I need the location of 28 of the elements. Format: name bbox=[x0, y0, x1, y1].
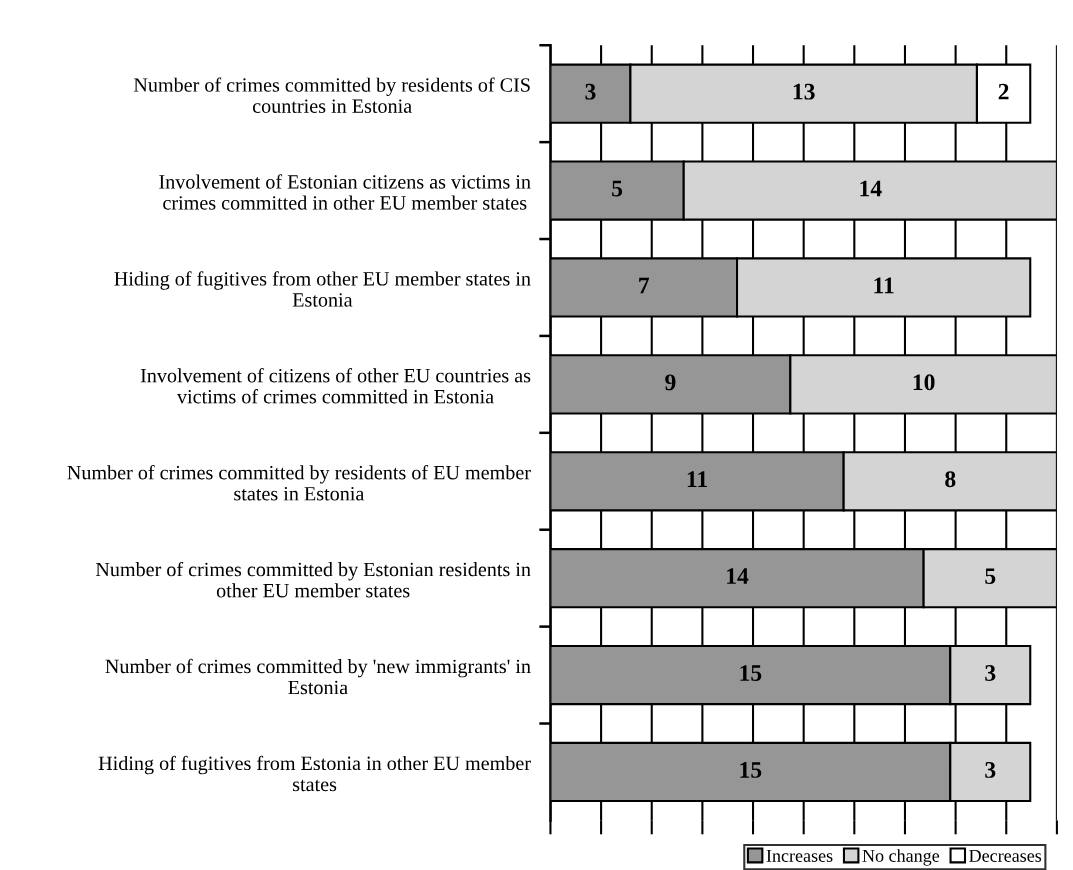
y-tick-label: Number of crimes committed by residents of EU member states in Estonia bbox=[67, 465, 531, 501]
data-label: 14 bbox=[860, 180, 882, 197]
y-tick-label: Number of crimes committed by residents of CIS countries in Estonia bbox=[133, 77, 530, 113]
data-label: 3 bbox=[585, 83, 596, 100]
legend-label: Increases bbox=[766, 849, 833, 862]
data-label: 8 bbox=[945, 471, 956, 488]
data-label: 14 bbox=[727, 568, 749, 584]
data-label: 11 bbox=[687, 471, 707, 487]
data-label: 15 bbox=[740, 665, 762, 681]
data-label: 9 bbox=[665, 374, 676, 391]
y-tick-label: Involvement of Estonian citizens as victims in crimes committed in other EU member states bbox=[159, 174, 531, 210]
y-tick-label: Hiding of fugitives from other EU member states in Estonia bbox=[114, 271, 531, 307]
data-label: 3 bbox=[985, 762, 996, 778]
data-label: 15 bbox=[740, 762, 762, 778]
data-label: 10 bbox=[913, 374, 935, 391]
y-tick-label: Number of crimes committed by 'new immigrants' in Estonia bbox=[105, 658, 531, 695]
data-label: 7 bbox=[639, 277, 650, 294]
data-label: 3 bbox=[985, 665, 996, 681]
legend-label: No change bbox=[862, 849, 940, 866]
y-tick-label: Hiding of fugitives from Estonia in other EU member states bbox=[98, 755, 531, 792]
data-label: 13 bbox=[793, 83, 815, 100]
data-label: 5 bbox=[985, 568, 996, 585]
data-label: 5 bbox=[612, 180, 623, 197]
y-tick-label: Involvement of citizens of other EU countries as victims of crimes committed in Estonia bbox=[140, 368, 531, 404]
y-tick-label: Number of crimes committed by Estonian residents in other EU member states bbox=[95, 561, 531, 598]
data-label: 2 bbox=[998, 83, 1009, 100]
legend-label: Decreases bbox=[969, 849, 1042, 862]
data-label: 11 bbox=[874, 277, 894, 294]
